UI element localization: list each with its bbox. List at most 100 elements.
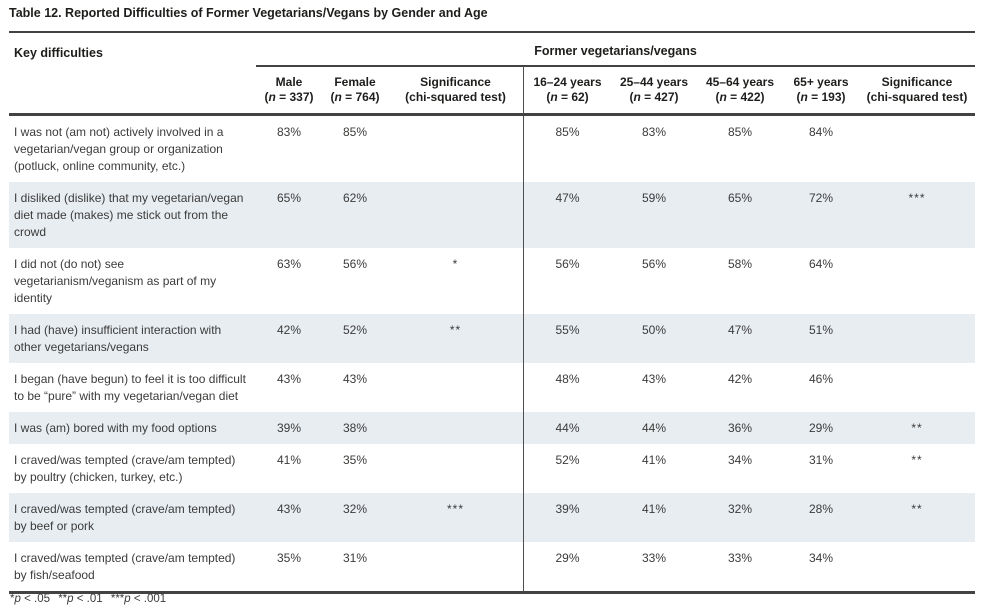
age-25-44-value: 41% — [641, 502, 667, 516]
female-value: 43% — [342, 372, 368, 386]
female-value: 56% — [342, 257, 368, 271]
male-value: 39% — [276, 421, 302, 435]
column-headers-row: Male (n = 337) Female (n = 764) Signific… — [256, 67, 975, 113]
female-value: 52% — [342, 323, 368, 337]
column-header-male: Male (n = 337) — [264, 75, 314, 104]
significance-age-value: *** — [908, 191, 926, 205]
age-25-44-value: 56% — [641, 257, 667, 271]
age-65-plus-value: 64% — [808, 257, 834, 271]
column-header-age-45-64: 45–64 years (n = 422) — [705, 75, 775, 104]
table-row: I was (am) bored with my food options 39… — [9, 412, 975, 444]
age-65-plus-value: 29% — [808, 421, 834, 435]
age-65-plus-value: 34% — [808, 551, 834, 565]
column-header-female: Female (n = 764) — [330, 75, 380, 104]
age-16-24-value: 47% — [523, 182, 611, 248]
age-45-64-value: 85% — [727, 125, 753, 139]
column-header-key-difficulties: Key difficulties — [14, 46, 103, 60]
male-value: 83% — [276, 125, 302, 139]
difficulty-cell: I did not (do not) see vegetarianism/veg… — [14, 257, 217, 305]
significance-gender-value — [388, 444, 523, 493]
age-25-44-value: 59% — [641, 191, 667, 205]
significance-age-value: ** — [911, 502, 923, 516]
female-value: 62% — [342, 191, 368, 205]
footnote-p05: *p < .05 — [10, 593, 50, 605]
age-25-44-value: 41% — [641, 453, 667, 467]
table-header: Key difficulties Former vegetarians/vega… — [9, 33, 975, 116]
significance-age-value — [859, 248, 975, 314]
age-65-plus-value: 46% — [808, 372, 834, 386]
significance-age-value: ** — [911, 453, 923, 467]
age-16-24-value: 85% — [523, 116, 611, 182]
age-16-24-value: 44% — [523, 412, 611, 444]
difficulty-cell: I was not (am not) actively involved in … — [14, 125, 224, 173]
difficulty-cell: I began (have begun) to feel it is too d… — [14, 372, 246, 403]
age-25-44-value: 44% — [641, 421, 667, 435]
female-value: 35% — [342, 453, 368, 467]
former-vegetarians-group: Former vegetarians/vegans Male (n = 337)… — [256, 33, 975, 113]
table-row: I was not (am not) actively involved in … — [9, 116, 975, 182]
significance-gender-value — [388, 116, 523, 182]
table-row: I did not (do not) see vegetarianism/veg… — [9, 248, 975, 314]
significance-age-value: ** — [911, 421, 923, 435]
table-body: I was not (am not) actively involved in … — [9, 116, 975, 594]
age-45-64-value: 42% — [727, 372, 753, 386]
male-value: 65% — [276, 191, 302, 205]
female-value: 31% — [342, 551, 368, 565]
age-45-64-value: 34% — [727, 453, 753, 467]
significance-age-value — [859, 542, 975, 591]
significance-gender-value — [388, 182, 523, 248]
age-16-24-value: 29% — [523, 542, 611, 591]
male-value: 43% — [276, 372, 302, 386]
significance-gender-value: *** — [446, 502, 464, 516]
table-row: I craved/was tempted (crave/am tempted) … — [9, 493, 975, 542]
difficulty-cell: I was (am) bored with my food options — [14, 421, 217, 435]
age-25-44-value: 33% — [641, 551, 667, 565]
significance-age-value — [859, 363, 975, 412]
age-65-plus-value: 31% — [808, 453, 834, 467]
difficulty-cell: I craved/was tempted (crave/am tempted) … — [14, 502, 236, 533]
table-title: Table 12. Reported Difficulties of Forme… — [9, 6, 488, 20]
difficulty-cell: I craved/was tempted (crave/am tempted) … — [14, 551, 236, 582]
column-header-age-16-24: 16–24 years (n = 62) — [523, 67, 611, 113]
age-45-64-value: 33% — [727, 551, 753, 565]
age-65-plus-value: 84% — [808, 125, 834, 139]
column-header-significance-age: Significance (chi-squared test) — [866, 75, 968, 104]
age-25-44-value: 83% — [641, 125, 667, 139]
footnote-p01: **p < .01 — [58, 593, 103, 605]
age-16-24-value: 56% — [523, 248, 611, 314]
age-45-64-value: 36% — [727, 421, 753, 435]
table-row: I craved/was tempted (crave/am tempted) … — [9, 542, 975, 591]
male-value: 35% — [276, 551, 302, 565]
significance-age-value — [859, 116, 975, 182]
significance-gender-value: * — [452, 257, 459, 271]
male-value: 42% — [276, 323, 302, 337]
age-65-plus-value: 28% — [808, 502, 834, 516]
age-16-24-value: 52% — [523, 444, 611, 493]
male-value: 63% — [276, 257, 302, 271]
footnote-p001: ***p < .001 — [110, 593, 167, 605]
age-45-64-value: 32% — [727, 502, 753, 516]
significance-age-value — [859, 314, 975, 363]
significance-footnote: *p < .05 **p < .01 ***p < .001 — [10, 593, 171, 605]
age-65-plus-value: 72% — [808, 191, 834, 205]
table-row: I began (have begun) to feel it is too d… — [9, 363, 975, 412]
table-row: I disliked (dislike) that my vegetarian/… — [9, 182, 975, 248]
significance-gender-value: ** — [449, 323, 462, 337]
female-value: 85% — [342, 125, 368, 139]
significance-gender-value — [388, 412, 523, 444]
age-16-24-value: 55% — [523, 314, 611, 363]
column-header-significance-gender: Significance (chi-squared test) — [405, 75, 506, 104]
difficulty-cell: I craved/was tempted (crave/am tempted) … — [14, 453, 236, 484]
difficulty-cell: I had (have) insufficient interaction wi… — [14, 323, 222, 354]
group-header-former-vegetarians-vegans: Former vegetarians/vegans — [256, 33, 975, 67]
age-25-44-value: 43% — [641, 372, 667, 386]
age-25-44-value: 50% — [641, 323, 667, 337]
age-45-64-value: 58% — [727, 257, 753, 271]
table-row: I had (have) insufficient interaction wi… — [9, 314, 975, 363]
difficulty-cell: I disliked (dislike) that my vegetarian/… — [14, 191, 244, 239]
age-16-24-value: 48% — [523, 363, 611, 412]
female-value: 38% — [342, 421, 368, 435]
table-row: I craved/was tempted (crave/am tempted) … — [9, 444, 975, 493]
age-45-64-value: 47% — [727, 323, 753, 337]
male-value: 41% — [276, 453, 302, 467]
